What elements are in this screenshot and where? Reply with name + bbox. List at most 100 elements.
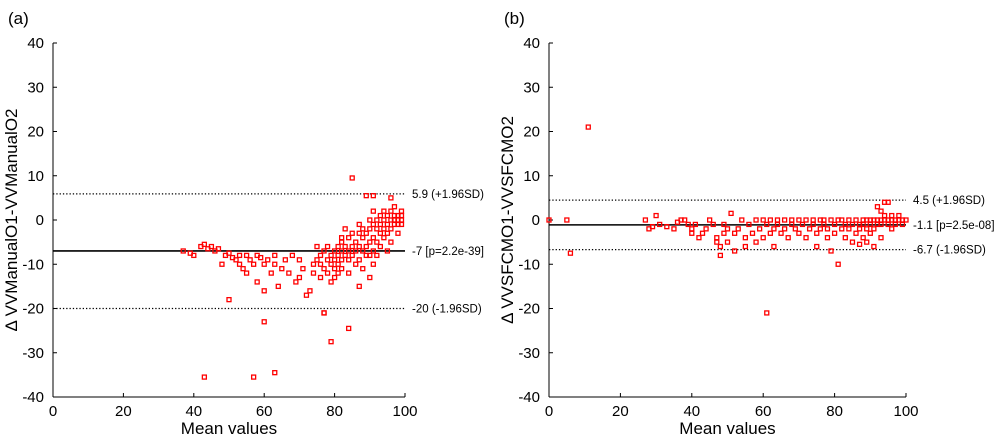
data-point bbox=[236, 261, 243, 267]
data-point bbox=[261, 261, 267, 267]
y-tick-label: -10 bbox=[22, 256, 44, 273]
data-point bbox=[331, 248, 338, 254]
reference-line-label: -6.7 (-1.96SD) bbox=[913, 245, 986, 257]
data-point bbox=[642, 217, 649, 223]
data-point bbox=[208, 243, 215, 250]
data-point bbox=[314, 243, 320, 250]
data-point bbox=[899, 221, 906, 228]
data-point bbox=[864, 239, 870, 245]
data-point bbox=[360, 266, 366, 272]
panel-label: (b) bbox=[504, 9, 525, 28]
data-point bbox=[342, 252, 348, 259]
reference-lines: 5.9 (+1.96SD) -7 [p=2.2e-39] -20 (-1.96SD) bbox=[53, 189, 484, 316]
data-point bbox=[381, 226, 387, 232]
data-point bbox=[247, 257, 253, 263]
data-point bbox=[885, 199, 891, 205]
data-point bbox=[649, 223, 656, 230]
x-tick-label: 40 bbox=[683, 403, 700, 420]
data-point bbox=[356, 283, 362, 290]
data-point bbox=[328, 252, 334, 259]
data-point bbox=[682, 217, 688, 223]
data-point bbox=[746, 221, 752, 228]
data-point bbox=[742, 243, 748, 250]
data-point bbox=[707, 217, 713, 223]
data-point bbox=[742, 235, 748, 241]
data-point bbox=[856, 226, 863, 232]
data-point bbox=[721, 221, 727, 228]
y-tick-label: 20 bbox=[27, 124, 44, 141]
y-tick-label: -20 bbox=[22, 301, 44, 318]
y-tick-label: 30 bbox=[523, 79, 540, 96]
data-point bbox=[240, 266, 246, 272]
x-tick-label: 80 bbox=[326, 403, 343, 420]
x-tick-label: 60 bbox=[256, 403, 273, 420]
reference-line-label: 5.9 (+1.96SD) bbox=[412, 189, 484, 201]
data-point bbox=[728, 210, 734, 217]
reference-line-label: -20 (-1.96SD) bbox=[412, 304, 482, 316]
data-point bbox=[692, 221, 699, 228]
data-point bbox=[653, 212, 659, 219]
data-point bbox=[853, 217, 859, 223]
x-tick-label: 80 bbox=[826, 403, 843, 420]
data-point bbox=[310, 270, 317, 276]
data-point bbox=[739, 217, 745, 223]
data-point bbox=[342, 226, 348, 232]
data-point bbox=[226, 250, 232, 256]
data-point bbox=[370, 261, 376, 267]
data-point bbox=[853, 230, 859, 236]
data-point bbox=[814, 230, 820, 236]
data-point bbox=[767, 230, 773, 236]
data-point bbox=[363, 193, 369, 199]
data-point bbox=[360, 235, 366, 241]
x-tick-label: 100 bbox=[392, 403, 417, 420]
data-point bbox=[367, 274, 373, 281]
data-point bbox=[374, 217, 380, 223]
data-point bbox=[370, 193, 376, 199]
data-point bbox=[381, 235, 387, 241]
data-point bbox=[778, 230, 784, 236]
y-axis-label: Δ VVSFCMO1-VVSFCMO2 bbox=[498, 116, 517, 324]
data-point bbox=[346, 270, 352, 276]
data-point bbox=[317, 274, 324, 281]
data-point bbox=[384, 212, 391, 219]
data-point bbox=[377, 212, 384, 219]
data-point bbox=[370, 248, 376, 254]
data-point bbox=[764, 310, 770, 316]
data-point bbox=[296, 274, 303, 281]
data-point bbox=[335, 261, 341, 267]
y-tick-label: -10 bbox=[518, 256, 540, 273]
data-point bbox=[321, 266, 327, 272]
data-point bbox=[356, 243, 362, 250]
data-point bbox=[846, 226, 852, 232]
data-point bbox=[370, 235, 376, 241]
x-axis-label: Mean values bbox=[181, 419, 277, 438]
data-point bbox=[828, 217, 834, 223]
data-point bbox=[338, 257, 345, 263]
data-point bbox=[272, 261, 278, 267]
data-point bbox=[258, 254, 264, 261]
y-tick-label: -20 bbox=[518, 301, 540, 318]
data-point bbox=[346, 325, 352, 332]
data-point bbox=[657, 221, 663, 228]
data-point bbox=[388, 239, 394, 245]
data-point bbox=[349, 252, 355, 259]
data-point bbox=[864, 226, 870, 232]
data-point bbox=[363, 243, 369, 250]
reference-lines: 4.5 (+1.96SD) -1.1 [p=2.5e-08] -6.7 (-1.96… bbox=[549, 195, 995, 257]
data-point bbox=[717, 243, 724, 250]
data-point bbox=[564, 217, 570, 223]
data-point bbox=[721, 230, 727, 236]
data-point bbox=[753, 239, 759, 245]
data-point bbox=[398, 217, 405, 223]
data-point bbox=[317, 261, 324, 267]
data-point bbox=[689, 230, 695, 236]
reference-line-label: -7 [p=2.2e-39] bbox=[412, 246, 484, 258]
data-point bbox=[307, 288, 313, 294]
data-point bbox=[243, 252, 250, 259]
data-point bbox=[324, 270, 331, 276]
data-point bbox=[261, 288, 267, 294]
data-point bbox=[803, 217, 809, 223]
data-point bbox=[374, 239, 380, 245]
data-point bbox=[731, 248, 738, 254]
